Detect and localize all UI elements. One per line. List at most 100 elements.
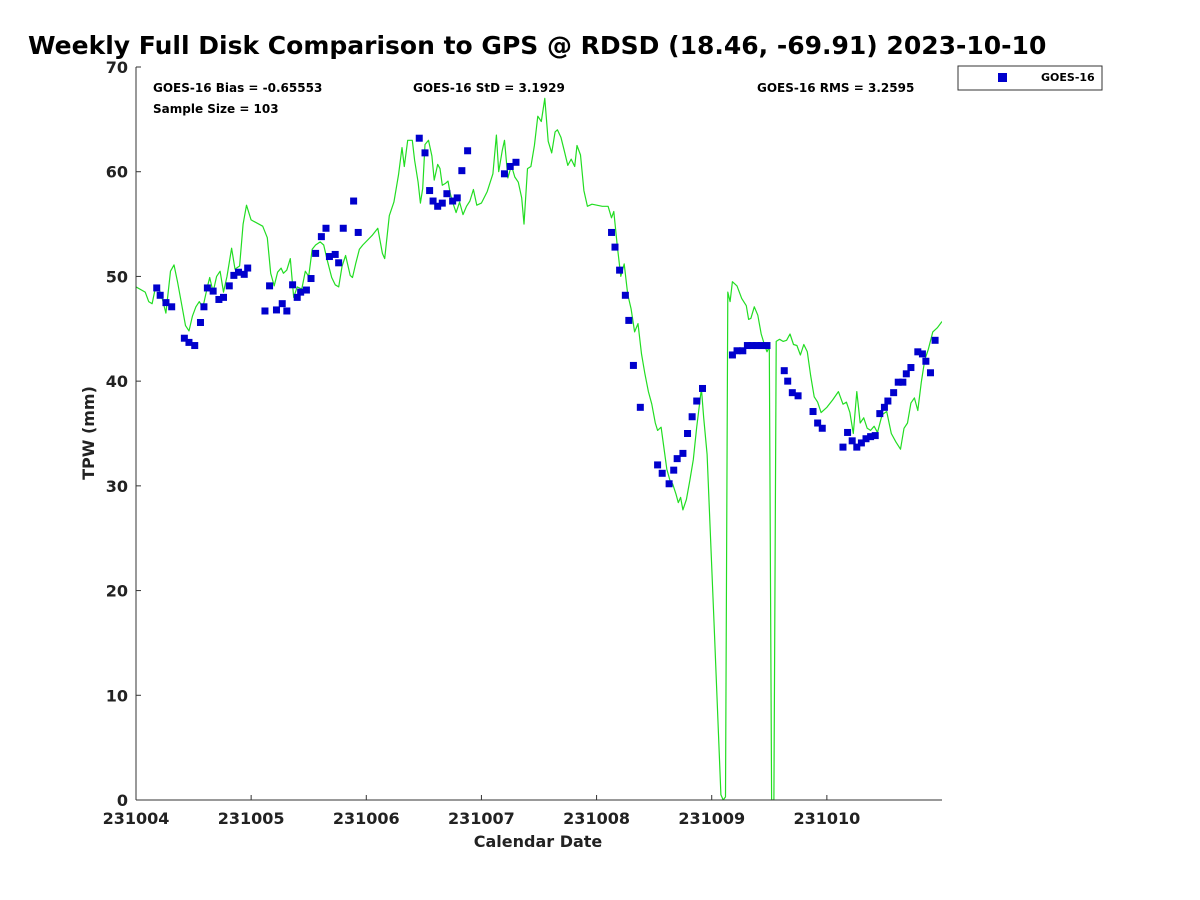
goes-point bbox=[763, 342, 771, 350]
y-tick-label: 60 bbox=[106, 163, 128, 182]
goes-point bbox=[512, 158, 520, 166]
goes-series bbox=[153, 134, 939, 488]
stat-std: GOES-16 StD = 3.1929 bbox=[413, 81, 565, 95]
x-tick-label: 231006 bbox=[333, 809, 400, 828]
x-tick-label: 231009 bbox=[678, 809, 745, 828]
goes-point bbox=[894, 378, 902, 386]
legend-label: GOES-16 bbox=[1041, 71, 1095, 84]
goes-point bbox=[794, 392, 802, 400]
goes-point bbox=[902, 370, 910, 378]
goes-point bbox=[753, 342, 761, 350]
goes-point bbox=[234, 268, 242, 276]
goes-point bbox=[434, 202, 442, 210]
goes-point bbox=[636, 403, 644, 411]
goes-point bbox=[844, 428, 852, 436]
x-tick-label: 231005 bbox=[218, 809, 285, 828]
goes-point bbox=[839, 443, 847, 451]
goes-point bbox=[449, 197, 457, 205]
goes-point bbox=[757, 342, 765, 350]
y-tick-label: 10 bbox=[106, 686, 128, 705]
goes-point bbox=[240, 270, 248, 278]
goes-point bbox=[350, 197, 358, 205]
goes-point bbox=[191, 342, 199, 350]
goes-point bbox=[339, 224, 347, 232]
x-tick-label: 231010 bbox=[793, 809, 860, 828]
goes-point bbox=[673, 455, 681, 463]
goes-point bbox=[153, 284, 161, 292]
y-axis: 0 10 20 30 40 50 60 70 bbox=[106, 58, 141, 810]
goes-point bbox=[629, 361, 637, 369]
goes-point bbox=[658, 469, 666, 477]
goes-point bbox=[185, 338, 193, 346]
goes-point bbox=[665, 480, 673, 488]
goes-point bbox=[203, 284, 211, 292]
goes-point bbox=[862, 435, 870, 443]
x-axis: 231004 231005 231006 231007 231008 231009 2310… bbox=[103, 795, 860, 828]
goes-point bbox=[443, 190, 451, 198]
goes-point bbox=[733, 347, 741, 355]
goes-point bbox=[180, 334, 188, 342]
x-axis-label: Calendar Date bbox=[474, 832, 603, 851]
goes-point bbox=[331, 250, 339, 258]
legend: GOES-16 bbox=[957, 65, 1103, 91]
goes-point bbox=[200, 303, 208, 311]
y-tick-label: 30 bbox=[106, 477, 128, 496]
goes-point bbox=[621, 291, 629, 299]
goes-point bbox=[215, 295, 223, 303]
goes-point bbox=[684, 430, 692, 437]
goes-point bbox=[307, 275, 315, 283]
goes-point bbox=[922, 357, 930, 365]
goes-point bbox=[899, 378, 907, 386]
goes-point bbox=[500, 170, 508, 178]
goes-point bbox=[728, 351, 736, 359]
goes-point bbox=[693, 397, 701, 405]
goes-point bbox=[438, 199, 446, 207]
goes-point bbox=[302, 286, 310, 294]
goes-point bbox=[293, 293, 301, 301]
goes-point bbox=[616, 266, 624, 274]
goes-point bbox=[611, 243, 619, 251]
goes-point bbox=[317, 233, 325, 241]
goes-point bbox=[809, 408, 817, 416]
goes-point bbox=[168, 303, 176, 311]
goes-point bbox=[814, 419, 822, 427]
goes-point bbox=[654, 461, 662, 469]
goes-point bbox=[278, 300, 286, 308]
goes-point bbox=[871, 432, 879, 440]
goes-point bbox=[297, 288, 305, 296]
goes-point bbox=[335, 259, 343, 267]
goes-point bbox=[679, 449, 687, 457]
goes-point bbox=[225, 282, 233, 290]
goes-point bbox=[907, 364, 915, 372]
goes-point bbox=[325, 253, 333, 261]
goes-point bbox=[818, 424, 826, 432]
goes-point bbox=[156, 291, 164, 299]
goes-point bbox=[857, 439, 865, 447]
goes-point bbox=[415, 134, 423, 142]
goes-point bbox=[884, 397, 892, 405]
goes-point bbox=[322, 224, 330, 232]
legend-marker bbox=[998, 73, 1007, 82]
goes-point bbox=[272, 306, 280, 314]
goes-point bbox=[848, 437, 856, 445]
goes-point bbox=[788, 389, 796, 397]
goes-point bbox=[670, 466, 678, 474]
goes-point bbox=[312, 249, 320, 257]
goes-point bbox=[784, 377, 792, 385]
goes-point bbox=[266, 282, 274, 290]
y-tick-label: 40 bbox=[106, 372, 128, 391]
goes-point bbox=[196, 319, 204, 327]
goes-point bbox=[506, 162, 514, 170]
goes-point bbox=[453, 194, 461, 202]
goes-point bbox=[289, 281, 297, 289]
goes-point bbox=[230, 271, 238, 279]
goes-point bbox=[244, 264, 252, 272]
goes-point bbox=[931, 336, 939, 344]
x-tick-label: 231007 bbox=[448, 809, 515, 828]
y-tick-label: 20 bbox=[106, 582, 128, 601]
goes-point bbox=[918, 350, 926, 358]
goes-point bbox=[162, 299, 170, 307]
goes-point bbox=[743, 342, 751, 350]
stat-rms: GOES-16 RMS = 3.2595 bbox=[757, 81, 914, 95]
